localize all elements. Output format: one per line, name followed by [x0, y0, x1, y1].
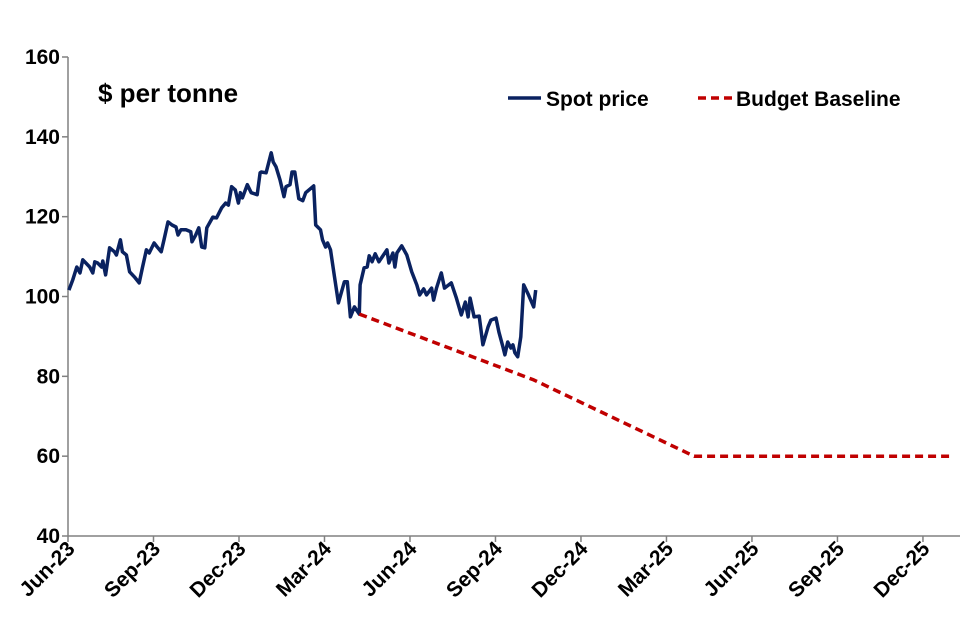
- x-tick-label: Jun-25: [699, 537, 763, 601]
- x-tick-label: Sep-23: [100, 537, 165, 602]
- legend-label-budget-baseline: Budget Baseline: [736, 88, 901, 111]
- y-tick-label: 100: [25, 286, 60, 309]
- x-tick-label: Dec-23: [186, 537, 251, 602]
- y-tick-label: 120: [25, 206, 60, 229]
- y-tick-label: 160: [25, 46, 60, 69]
- x-tick-label: Sep-24: [442, 537, 507, 602]
- y-tick-label: 80: [37, 365, 60, 388]
- y-tick-label: 40: [37, 525, 60, 548]
- x-tick-label: Mar-24: [272, 537, 336, 601]
- x-tick-label: Dec-24: [528, 537, 593, 602]
- chart-title: $ per tonne: [98, 78, 238, 108]
- x-tick-label: Jun-24: [357, 537, 421, 601]
- x-tick-label: Mar-25: [614, 537, 678, 601]
- x-tick-label: Sep-25: [784, 537, 849, 602]
- series-line-budget-baseline: [358, 312, 952, 458]
- legend-label-spot-price: Spot price: [546, 88, 649, 111]
- x-tick-label: Dec-25: [870, 537, 935, 602]
- y-tick-label: 60: [37, 445, 60, 468]
- series-layer: [67, 151, 952, 458]
- y-tick-label: 140: [25, 126, 60, 149]
- legend: Spot price Budget Baseline: [508, 88, 901, 111]
- series-line-spot-price: [67, 151, 538, 359]
